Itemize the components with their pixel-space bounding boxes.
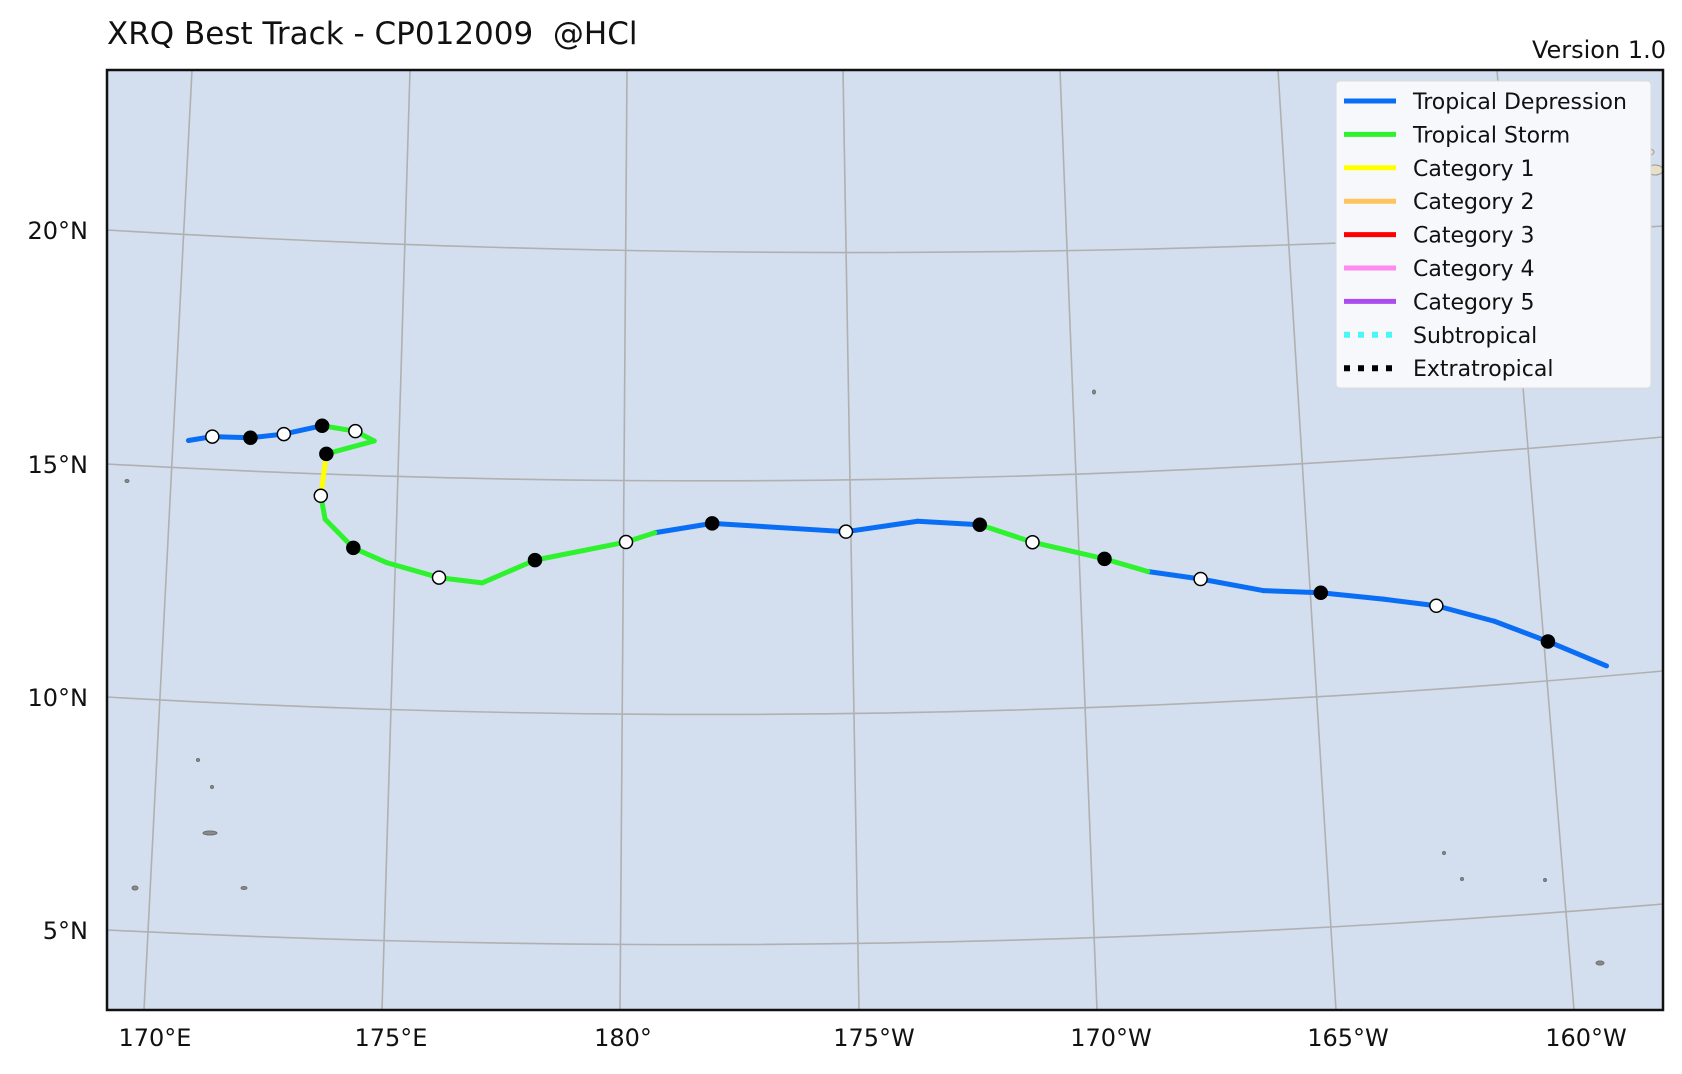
- track-segment: [1260, 588, 1324, 596]
- lon-label-165w: 165°W: [1307, 1024, 1389, 1052]
- island-marker: [1460, 877, 1464, 881]
- island-marker: [131, 885, 139, 891]
- track-segment: [1545, 638, 1610, 669]
- track-segment: [915, 518, 983, 528]
- parallel-15n: [106, 436, 1664, 482]
- track-point-open: [1429, 598, 1444, 614]
- track-segment: [843, 518, 921, 535]
- lat-label-10n: 10°N: [28, 684, 89, 712]
- island-marker: [240, 886, 248, 890]
- legend-label: Category 5: [1413, 290, 1534, 315]
- track-segment: [384, 560, 442, 581]
- legend-label: Extratropical: [1413, 357, 1554, 382]
- track-point-filled: [319, 446, 334, 462]
- legend-box: [1335, 80, 1652, 389]
- island-marker: [210, 785, 214, 789]
- island-marker: [1442, 851, 1446, 855]
- track-segment: [532, 539, 629, 563]
- track-point-open: [276, 426, 292, 442]
- map-frame: [105, 68, 1665, 1012]
- track-segment: [709, 520, 849, 535]
- island-marker: [196, 758, 200, 762]
- lat-label-20n: 20°N: [28, 217, 89, 245]
- lon-label-170e: 170°E: [119, 1024, 192, 1052]
- lat-axis-labels: 20°N 15°N 10°N 5°N: [28, 217, 89, 945]
- track-segment: [977, 522, 1036, 545]
- meridian-175w: [842, 69, 860, 1011]
- track-segment: [1145, 569, 1204, 582]
- track-segment: [652, 520, 715, 536]
- track-segment: [1198, 576, 1266, 594]
- track-segment: [1030, 539, 1107, 562]
- lon-label-175e: 175°E: [355, 1024, 428, 1052]
- legend-label: Category 2: [1413, 190, 1534, 215]
- lat-label-5n: 5°N: [43, 917, 88, 945]
- track-point-open: [348, 423, 363, 439]
- track-segment: [1101, 556, 1151, 575]
- track-point-filled: [314, 418, 330, 433]
- track-segment: [1491, 618, 1551, 644]
- track-point-filled: [1097, 551, 1112, 567]
- meridian-165w: [1277, 69, 1337, 1011]
- lon-axis-labels: 170°E 175°E 180° 175°W 170°W 165°W 160°W: [119, 1024, 1627, 1052]
- track-markers: [205, 418, 1556, 649]
- track-point-filled: [1313, 585, 1329, 601]
- track-segment: [1433, 603, 1497, 624]
- island-marker: [1092, 389, 1096, 395]
- version-label: Version 1.0: [1531, 36, 1666, 64]
- parallel-10n: [106, 670, 1664, 716]
- track-segment: [479, 557, 538, 586]
- graticule: [106, 69, 1664, 1011]
- meridian-170w: [1059, 69, 1098, 1011]
- parallel-5n: [106, 903, 1664, 946]
- track-segment: [323, 438, 377, 457]
- island-marker: [124, 479, 130, 483]
- track-point-open: [838, 524, 854, 539]
- track-point-open: [618, 534, 634, 550]
- lat-label-15n: 15°N: [28, 451, 89, 479]
- track-segment: [1380, 596, 1439, 609]
- track-point-filled: [1540, 634, 1556, 649]
- track-point-filled: [527, 552, 543, 568]
- lon-label-180: 180°: [594, 1024, 652, 1052]
- track-segment: [1318, 590, 1386, 602]
- track-point-open: [205, 429, 220, 444]
- legend: Tropical Depression Tropical Storm Categor…: [1335, 80, 1652, 389]
- track-point-filled: [972, 517, 988, 532]
- track-point-filled: [243, 430, 258, 446]
- track-point-open: [313, 488, 329, 504]
- track-point-open: [1193, 571, 1208, 587]
- track-point-filled: [704, 516, 720, 531]
- meridian-170e: [143, 69, 193, 1011]
- island-marker: [1595, 960, 1605, 966]
- lon-label-175w: 175°W: [833, 1024, 915, 1052]
- legend-label: Tropical Storm: [1412, 123, 1570, 148]
- island-marker: [1543, 878, 1547, 882]
- track-point-open: [1025, 534, 1040, 550]
- legend-label: Category 3: [1413, 224, 1534, 249]
- island-marker: [202, 830, 218, 836]
- legend-label: Category 4: [1413, 257, 1534, 282]
- legend-label: Category 1: [1413, 157, 1534, 182]
- legend-items: Tropical Depression Tropical Storm Categor…: [1344, 90, 1627, 382]
- lon-label-170w: 170°W: [1070, 1024, 1152, 1052]
- meridian-175e: [381, 69, 411, 1011]
- legend-label: Tropical Depression: [1412, 90, 1627, 115]
- legend-label: Subtropical: [1413, 324, 1537, 349]
- track-point-filled: [346, 540, 361, 556]
- track-point-open: [431, 570, 447, 585]
- map-title: XRQ Best Track - CP012009 @HCl: [107, 16, 638, 52]
- lon-label-160w: 160°W: [1545, 1024, 1627, 1052]
